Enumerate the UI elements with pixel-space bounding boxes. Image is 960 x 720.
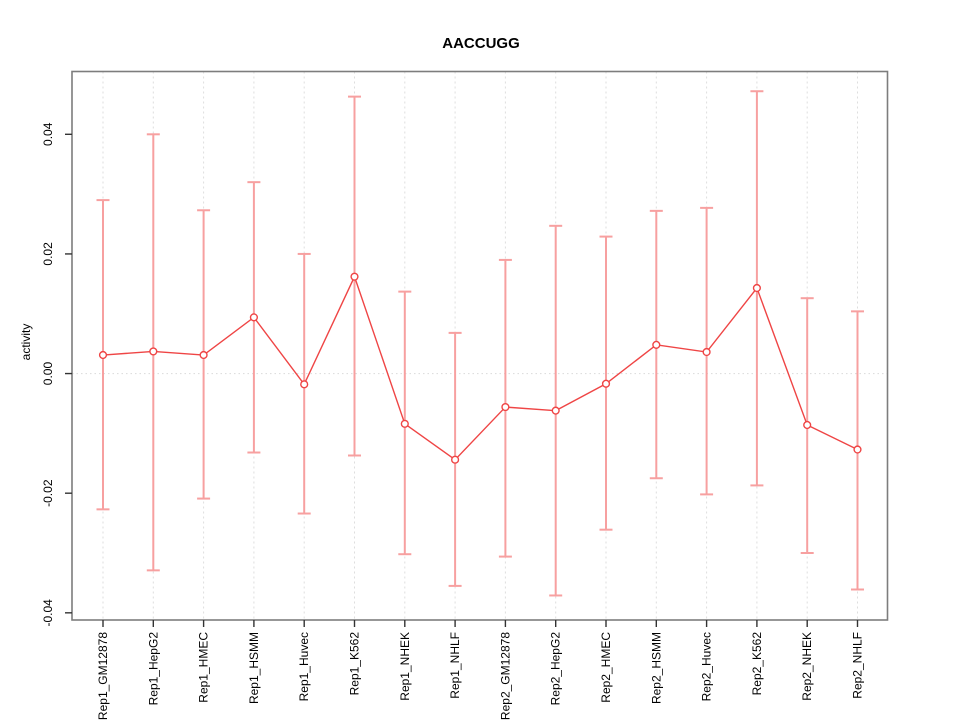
- axis-ticks: [65, 133, 859, 627]
- x-tick-label: Rep2_HepG2: [549, 632, 563, 706]
- data-point: [803, 420, 812, 430]
- x-tick-label: Rep1_HepG2: [146, 632, 160, 706]
- x-tick-label: Rep2_HMEC: [599, 632, 613, 703]
- data-point: [702, 347, 711, 357]
- y-tick-label: 0.00: [41, 362, 55, 386]
- x-tick-label: Rep2_NHEK: [800, 632, 814, 701]
- x-tick-label: Rep2_HSMM: [649, 632, 663, 704]
- x-tick-label: Rep2_NHLF: [851, 632, 865, 699]
- chart-title: AACCUGG: [442, 35, 520, 52]
- data-point: [652, 340, 661, 349]
- data-point: [501, 402, 510, 412]
- data-point: [601, 379, 611, 388]
- x-tick-label: Rep1_NHLF: [448, 632, 462, 699]
- data-point: [350, 272, 359, 281]
- plot-border: [71, 70, 889, 621]
- data-point: [853, 445, 862, 454]
- x-tick-label: Rep1_K562: [348, 632, 362, 696]
- series-line: [102, 274, 858, 461]
- y-tick-label: -0.04: [41, 599, 55, 627]
- series-polyline: [102, 274, 858, 461]
- data-point: [451, 455, 460, 464]
- plot-border: [71, 70, 889, 621]
- data-point: [300, 380, 309, 389]
- x-tick-labels: Rep1_GM12878 Rep1_HepG2 Rep1_HMEC Rep1_HSMM…: [96, 632, 865, 720]
- x-tick-label: Rep1_HSMM: [247, 632, 261, 704]
- x-tick-label: Rep1_NHEK: [398, 632, 412, 701]
- error-bars: [96, 90, 864, 597]
- data-point: [752, 283, 762, 293]
- data-point: [249, 313, 259, 322]
- x-tick-label: Rep1_HMEC: [197, 632, 211, 703]
- y-tick-label: 0.04: [41, 122, 55, 146]
- x-tick-label: Rep1_Huvec: [297, 632, 311, 701]
- y-tick-labels: -0.04 -0.02 0.00 0.02 0.04: [41, 122, 55, 626]
- data-point: [400, 419, 409, 428]
- data-point: [199, 350, 208, 360]
- y-axis-label: activity: [19, 324, 33, 361]
- data-point: [551, 406, 560, 415]
- y-tick-label: 0.02: [41, 242, 55, 266]
- data-point: [149, 347, 158, 356]
- y-tick-label: -0.02: [41, 479, 55, 507]
- x-tick-label: Rep2_GM12878: [498, 632, 512, 720]
- data-point: [98, 350, 108, 360]
- data-points: [98, 272, 862, 464]
- gridlines: [72, 71, 888, 620]
- x-tick-label: Rep2_Huvec: [700, 632, 714, 701]
- x-tick-label: Rep2_K562: [750, 632, 764, 696]
- x-tick-label: Rep1_GM12878: [96, 632, 110, 720]
